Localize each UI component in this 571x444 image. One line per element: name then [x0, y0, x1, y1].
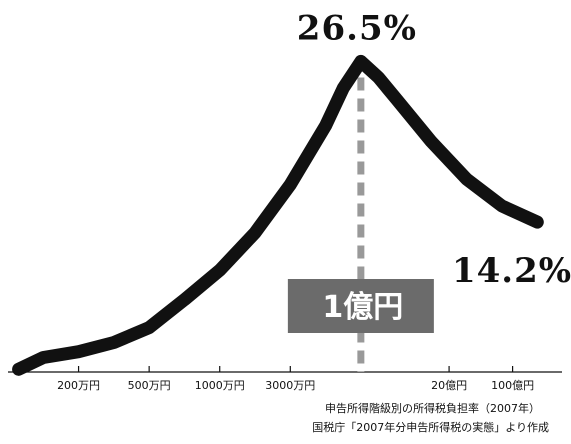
- x-tick-label: 500万円: [128, 379, 171, 392]
- data-points: [13, 55, 544, 375]
- series-line: [12, 54, 544, 376]
- x-tick-label: 20億円: [431, 379, 467, 392]
- highlight-1-oku-en: 1億円: [287, 279, 434, 333]
- source-line-1: 申告所得階級別の所得税負担率（2007年）: [325, 401, 540, 415]
- highlight-box: [287, 279, 434, 333]
- source-line-2: 国税庁「2007年分申告所得税の実態」より作成: [312, 420, 549, 434]
- x-tick-label: 200万円: [57, 379, 100, 392]
- peak-annotation: 26.5%: [297, 8, 417, 48]
- x-axis: 200万円 500万円 1000万円 3000万円 20億円 100億円: [8, 366, 562, 392]
- x-tick-label: 3000万円: [265, 379, 315, 392]
- highlight-label: 1億円: [322, 290, 403, 325]
- x-tick-label: 100億円: [491, 379, 534, 392]
- end-annotation: 14.2%: [452, 251, 571, 291]
- x-axis-ticks: 200万円 500万円 1000万円 3000万円 20億円 100億円: [57, 366, 534, 392]
- x-tick-label: 1000万円: [195, 379, 245, 392]
- source-note: 申告所得階級別の所得税負担率（2007年） 国税庁「2007年分申告所得税の実態…: [312, 401, 549, 434]
